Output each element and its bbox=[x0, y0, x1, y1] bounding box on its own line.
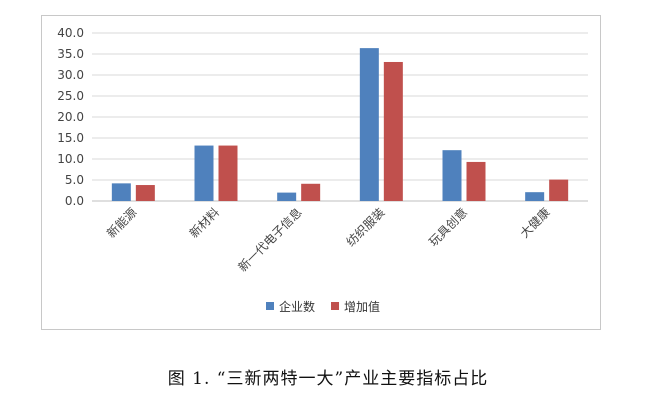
bar bbox=[194, 145, 214, 201]
x-tick-label: 玩具创意 bbox=[426, 205, 471, 250]
legend-swatch bbox=[331, 302, 340, 310]
bar bbox=[277, 192, 297, 201]
x-tick-label: 新材料 bbox=[186, 205, 222, 241]
bar-chart: 0.0 5.0 10.0 15.0 20.0 25.0 30.0 35.0 40.0 新能源 新材料… bbox=[57, 26, 588, 314]
y-tick-label: 20.0 bbox=[57, 110, 84, 124]
bar bbox=[359, 48, 379, 202]
legend-label: 增加值 bbox=[344, 299, 380, 314]
y-tick-label: 0.0 bbox=[65, 194, 84, 208]
legend-swatch bbox=[266, 302, 274, 310]
x-tick-label: 新一代电子信息 bbox=[235, 205, 305, 275]
bar bbox=[135, 185, 155, 201]
y-tick-label: 5.0 bbox=[65, 173, 84, 187]
bar bbox=[466, 161, 486, 201]
bar bbox=[383, 61, 403, 202]
legend-label: 企业数 bbox=[279, 299, 315, 314]
bar bbox=[301, 183, 321, 201]
y-tick-label: 15.0 bbox=[57, 131, 84, 145]
y-tick-label: 10.0 bbox=[57, 152, 84, 166]
bar bbox=[442, 150, 462, 201]
bar bbox=[111, 183, 131, 201]
y-tick-label: 30.0 bbox=[57, 68, 84, 82]
chart-frame: 0.0 5.0 10.0 15.0 20.0 25.0 30.0 35.0 40.0 新能源 新材料… bbox=[41, 15, 601, 330]
bar bbox=[549, 179, 569, 201]
x-tick-label: 大健康 bbox=[517, 205, 553, 241]
x-tick-label: 纺织服装 bbox=[344, 205, 388, 249]
figure-caption: 图 1. “三新两特一大”产业主要指标占比 bbox=[167, 369, 489, 389]
y-tick-label: 25.0 bbox=[57, 89, 84, 103]
x-tick-label: 新能源 bbox=[103, 205, 139, 241]
bar bbox=[218, 145, 238, 201]
y-tick-label: 35.0 bbox=[57, 47, 84, 61]
y-tick-label: 40.0 bbox=[57, 26, 84, 40]
bar bbox=[525, 192, 545, 201]
